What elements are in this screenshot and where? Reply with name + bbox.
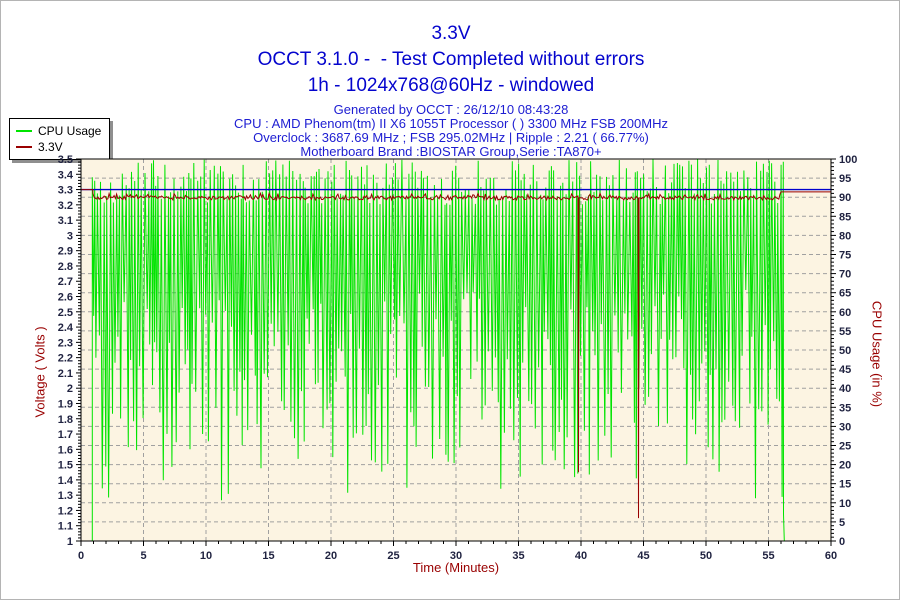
legend: CPU Usage 3.3V <box>9 118 111 160</box>
svg-text:55: 55 <box>839 326 851 338</box>
svg-text:0: 0 <box>78 550 84 562</box>
svg-text:2.5: 2.5 <box>58 307 73 319</box>
svg-text:5: 5 <box>140 550 146 562</box>
svg-text:15: 15 <box>262 550 274 562</box>
svg-text:60: 60 <box>825 550 837 562</box>
svg-text:55: 55 <box>762 550 774 562</box>
svg-text:25: 25 <box>387 550 399 562</box>
svg-text:45: 45 <box>839 364 851 376</box>
overclock-info-line: Overclock : 3687.69 MHz ; FSB 295.02MHz … <box>253 130 649 145</box>
svg-text:50: 50 <box>839 345 851 357</box>
svg-text:25: 25 <box>839 441 851 453</box>
cpu-info-line: CPU : AMD Phenom(tm) II X6 1055T Process… <box>234 116 668 131</box>
svg-text:10: 10 <box>200 550 212 562</box>
svg-text:2.8: 2.8 <box>58 261 73 273</box>
svg-text:0: 0 <box>839 536 845 548</box>
svg-text:35: 35 <box>839 402 851 414</box>
svg-text:30: 30 <box>839 421 851 433</box>
svg-text:1.2: 1.2 <box>58 505 73 517</box>
svg-text:2.4: 2.4 <box>58 322 74 334</box>
svg-text:70: 70 <box>839 269 851 281</box>
svg-text:30: 30 <box>450 550 462 562</box>
svg-text:1.1: 1.1 <box>58 521 73 533</box>
svg-text:10: 10 <box>839 498 851 510</box>
svg-text:3.1: 3.1 <box>58 215 73 227</box>
voltage-series-swatch <box>16 146 32 148</box>
svg-text:3.4: 3.4 <box>58 169 74 181</box>
generated-by-line: Generated by OCCT : 26/12/10 08:43:28 <box>333 102 569 117</box>
svg-text:3: 3 <box>67 230 73 242</box>
svg-text:5: 5 <box>839 517 845 529</box>
svg-text:2.3: 2.3 <box>58 337 73 349</box>
svg-text:95: 95 <box>839 173 851 185</box>
legend-label-cpu-usage: CPU Usage <box>38 124 102 138</box>
legend-item-cpu-usage: CPU Usage <box>16 123 101 139</box>
svg-text:50: 50 <box>700 550 712 562</box>
svg-text:2.7: 2.7 <box>58 276 73 288</box>
motherboard-info-line: Motherboard Brand :BIOSTAR Group,Serie :… <box>300 144 602 159</box>
svg-text:85: 85 <box>839 211 851 223</box>
svg-text:1.9: 1.9 <box>58 398 73 410</box>
svg-text:1.7: 1.7 <box>58 429 73 441</box>
svg-text:1.4: 1.4 <box>58 475 74 487</box>
y-axis-right-title: CPU Usage (in %) <box>869 300 885 408</box>
svg-text:40: 40 <box>839 383 851 395</box>
svg-text:2.9: 2.9 <box>58 246 73 258</box>
svg-text:40: 40 <box>575 550 587 562</box>
cpu-usage-series-swatch <box>16 130 32 132</box>
svg-text:20: 20 <box>839 460 851 472</box>
svg-text:2.2: 2.2 <box>58 353 73 365</box>
graph-title: 3.3V <box>431 23 471 44</box>
y-axis-left-title: Voltage ( Volts ) <box>32 326 48 418</box>
graph-status-line: OCCT 3.1.0 - - Test Completed without er… <box>257 49 645 70</box>
svg-text:90: 90 <box>839 192 851 204</box>
svg-text:1: 1 <box>67 536 73 548</box>
legend-item-3v3: 3.3V <box>16 139 101 155</box>
legend-label-3v3: 3.3V <box>38 140 63 154</box>
svg-text:3.5: 3.5 <box>58 154 73 166</box>
svg-text:2.1: 2.1 <box>58 368 73 380</box>
svg-text:35: 35 <box>512 550 524 562</box>
graph-mode-line: 1h - 1024x768@60Hz - windowed <box>307 75 595 96</box>
svg-text:65: 65 <box>839 288 851 300</box>
svg-text:1.3: 1.3 <box>58 490 73 502</box>
svg-text:2.6: 2.6 <box>58 292 73 304</box>
svg-text:3.2: 3.2 <box>58 200 73 212</box>
svg-text:100: 100 <box>839 154 857 166</box>
svg-text:2: 2 <box>67 383 73 395</box>
x-axis-title: Time (Minutes) <box>412 560 500 575</box>
svg-text:15: 15 <box>839 479 851 491</box>
svg-text:60: 60 <box>839 307 851 319</box>
svg-text:20: 20 <box>325 550 337 562</box>
svg-text:3.3: 3.3 <box>58 185 73 197</box>
svg-text:75: 75 <box>839 250 851 262</box>
svg-text:1.8: 1.8 <box>58 414 73 426</box>
svg-text:80: 80 <box>839 230 851 242</box>
svg-text:1.6: 1.6 <box>58 444 73 456</box>
svg-text:1.5: 1.5 <box>58 460 73 472</box>
svg-text:45: 45 <box>637 550 649 562</box>
